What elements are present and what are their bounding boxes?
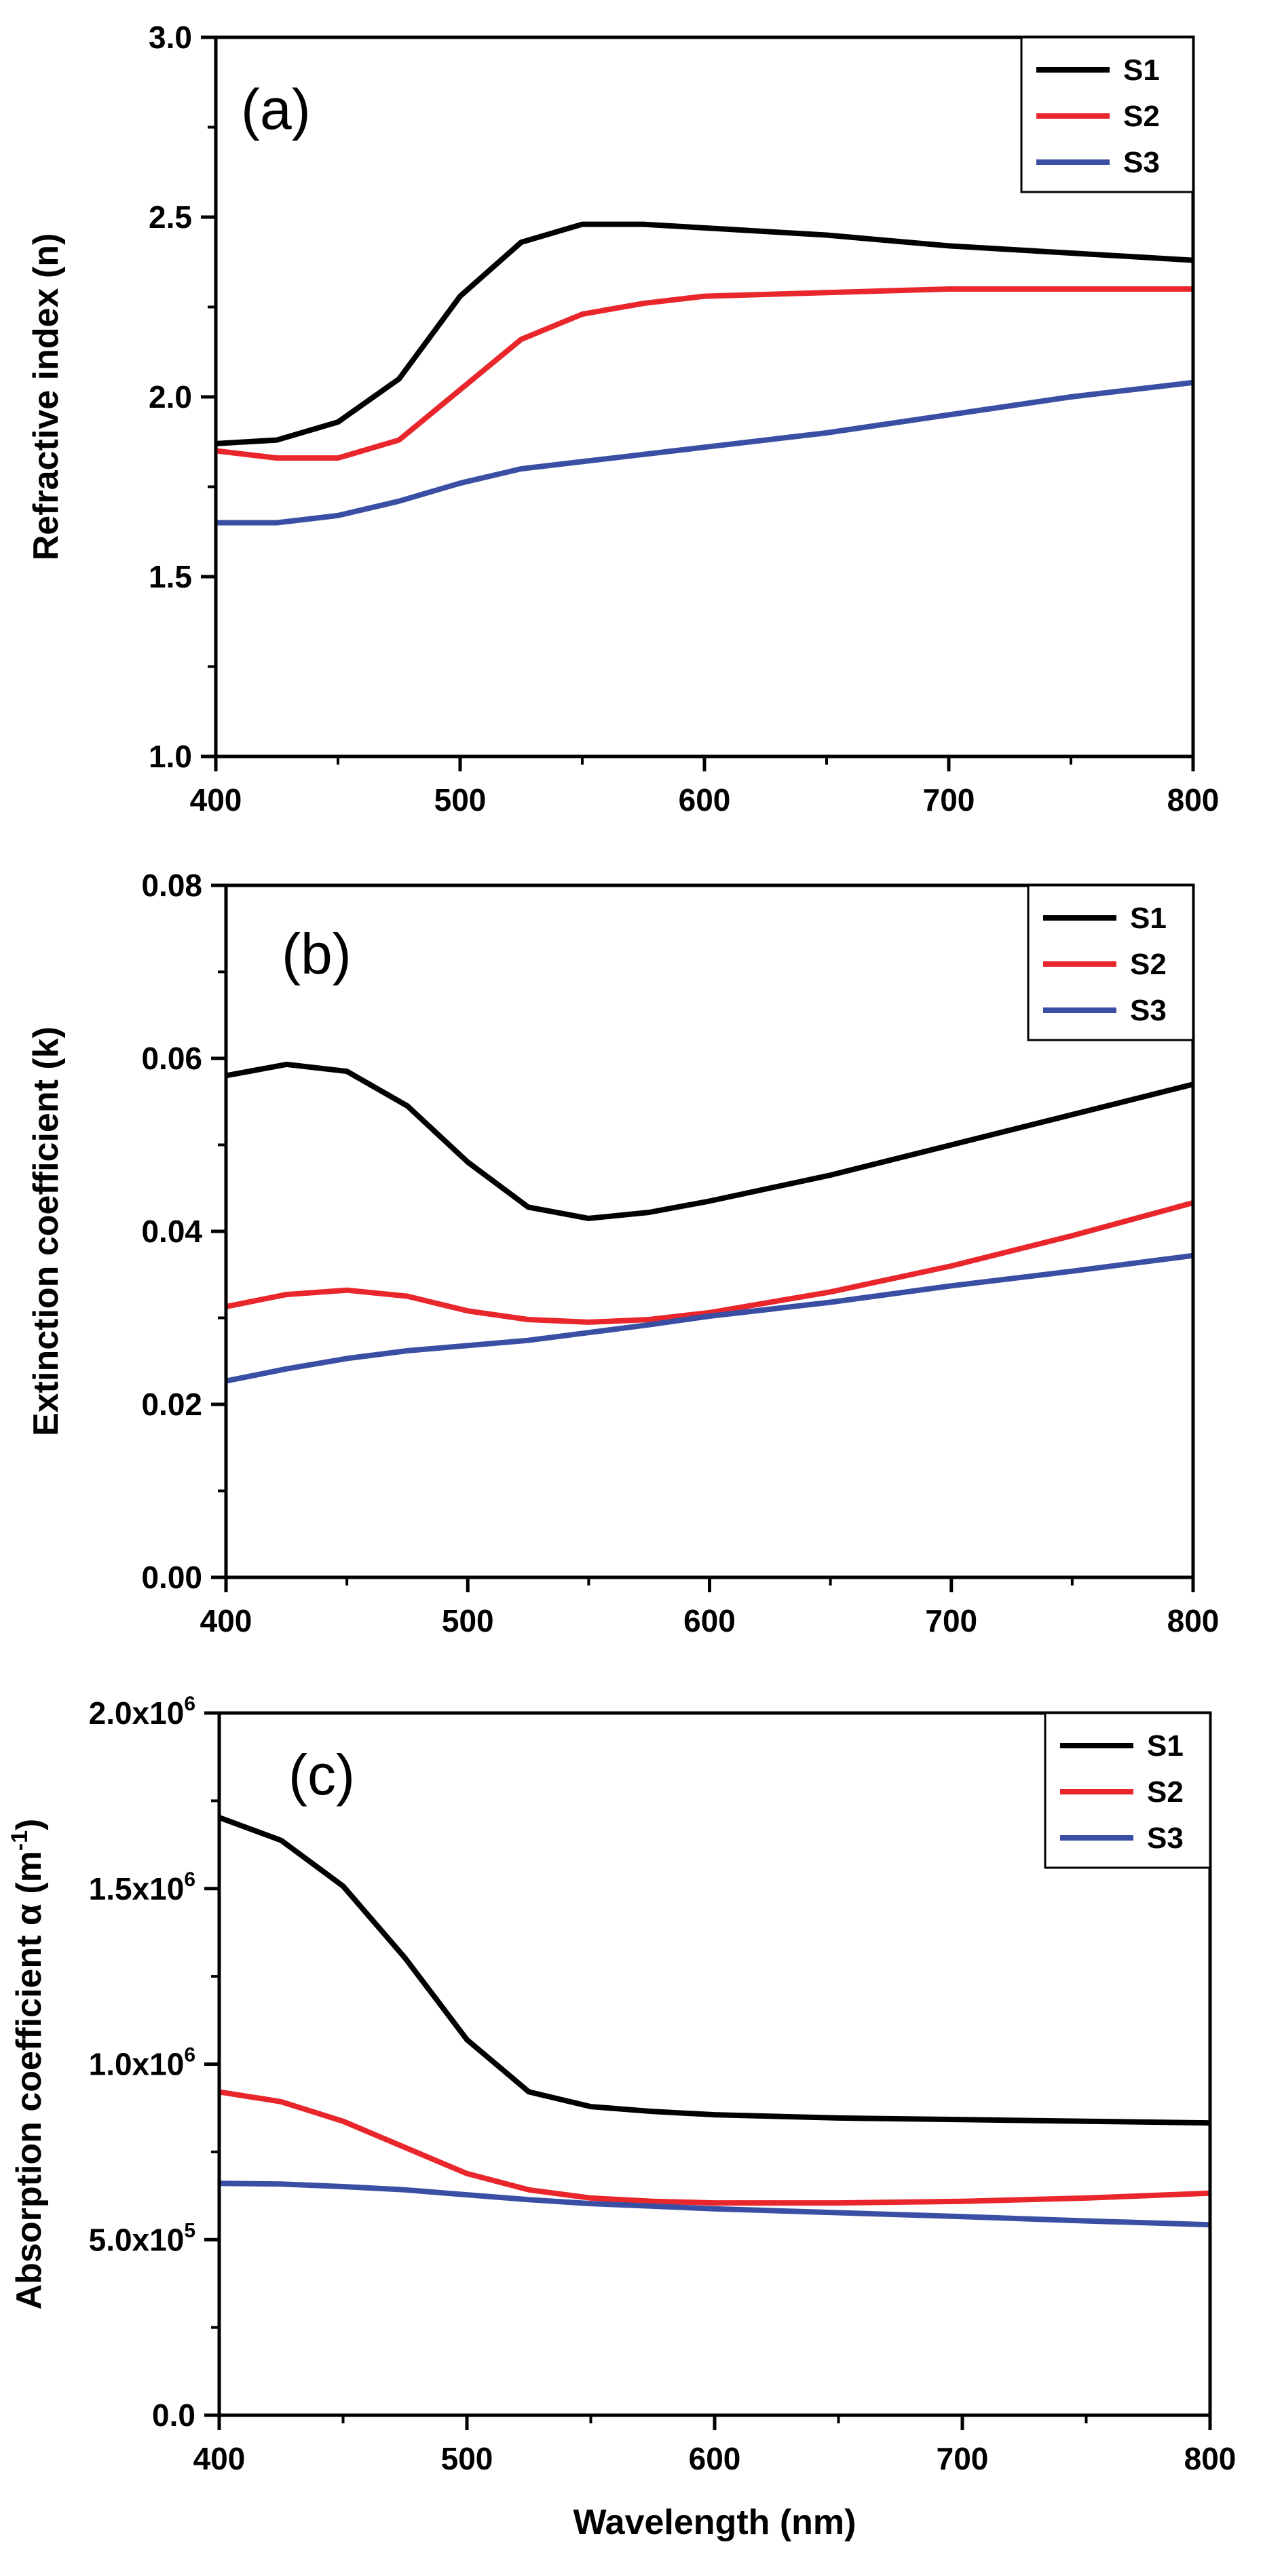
legend-label-s3: S3 [1123, 146, 1160, 179]
y-tick-label: 2.0 [149, 379, 192, 415]
legend-label-s2: S2 [1147, 1775, 1184, 1809]
series-line-s3 [216, 379, 1193, 526]
y-tick-label: 5.0x105 [89, 2219, 195, 2257]
x-tick-label: 800 [1184, 2441, 1237, 2476]
y-axis-label: Absorption coefficient α (m-1) [7, 1819, 49, 2310]
panel-label: (b) [282, 922, 352, 986]
y-tick-label: 0.02 [141, 1387, 202, 1422]
chart-panel-3: 400 500 600 700 800 0.0 5.0x105 1.0x106 1.5x106 2… [7, 1693, 1237, 2542]
panel-label: (c) [288, 1743, 355, 1807]
y-tick-label: 0.08 [141, 868, 202, 903]
x-tick-label: 700 [923, 782, 975, 818]
x-tick-label: 600 [689, 2441, 741, 2476]
legend: S1 S2 S3 [1044, 1712, 1211, 1869]
legend-label-s1: S1 [1147, 1729, 1184, 1763]
series-line-s2 [216, 286, 1193, 461]
x-tick-label: 800 [1167, 782, 1220, 818]
x-tick-label: 400 [193, 2441, 246, 2476]
series-line-s2 [219, 2089, 1210, 2206]
y-tick-label: 1.0 [149, 739, 192, 774]
legend: S1 S2 S3 [1020, 36, 1194, 193]
y-tick-label: 0.06 [141, 1041, 202, 1076]
x-tick-label: 500 [441, 2441, 493, 2476]
y-axis-label: Refractive index (n) [26, 233, 66, 561]
panel-label: (a) [241, 77, 311, 141]
y-axis-label: Extinction coefficient (k) [26, 1026, 66, 1436]
x-axis-label: Wavelength (nm) [573, 2503, 856, 2542]
x-tick-label: 600 [683, 1603, 736, 1638]
legend-label-s1: S1 [1123, 54, 1160, 87]
y-tick-label: 2.5 [149, 199, 192, 235]
legend-label-s3: S3 [1130, 994, 1167, 1027]
y-tick-label: 1.5 [149, 559, 192, 594]
series-line-s2 [226, 1199, 1193, 1325]
y-tick-label: 1.0x106 [89, 2044, 195, 2082]
y-tick-label: 0.0 [152, 2398, 195, 2433]
series-line-s3 [219, 2180, 1210, 2228]
chart-panel-1: 400 500 600 700 800 1.0 1.5 2.0 2.5 3.0 Refractive… [26, 20, 1220, 818]
legend-label-s1: S1 [1130, 902, 1167, 935]
y-tick-label: 2.0x106 [89, 1693, 195, 1731]
legend-label-s2: S2 [1130, 948, 1167, 981]
x-tick-label: 500 [434, 782, 487, 818]
x-tick-label: 700 [925, 1603, 977, 1638]
x-tick-label: 600 [679, 782, 731, 818]
chart-panel-2: 400 500 600 700 800 0.00 0.02 0.04 0.06 0.08 Extin… [26, 868, 1220, 1638]
legend: S1 S2 S3 [1027, 884, 1194, 1041]
series-line-s1 [216, 221, 1193, 446]
x-tick-label: 400 [200, 1603, 252, 1638]
x-tick-label: 400 [190, 782, 242, 818]
y-tick-label: 1.5x106 [89, 1868, 195, 1906]
legend-label-s3: S3 [1147, 1822, 1184, 1855]
x-tick-label: 800 [1167, 1603, 1220, 1638]
y-tick-label: 0.00 [141, 1560, 202, 1595]
y-tick-label: 3.0 [149, 20, 192, 55]
series-line-s1 [226, 1061, 1193, 1221]
y-tick-label: 0.04 [141, 1214, 202, 1249]
legend-label-s2: S2 [1123, 100, 1160, 133]
series-line-s1 [219, 1815, 1210, 2126]
x-tick-label: 500 [442, 1603, 494, 1638]
series-line-s3 [226, 1252, 1193, 1384]
x-tick-label: 700 [937, 2441, 989, 2476]
